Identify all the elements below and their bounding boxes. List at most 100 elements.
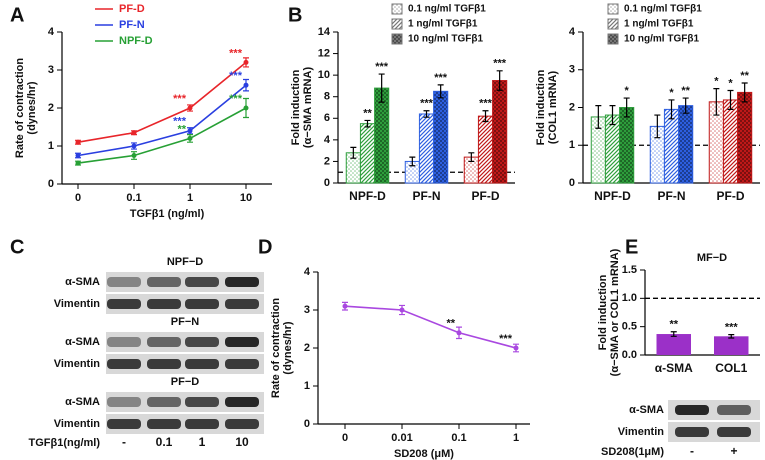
significance-label: *** bbox=[434, 72, 448, 84]
blot-band bbox=[225, 299, 259, 309]
significance-label: * bbox=[669, 87, 674, 99]
blot-band bbox=[107, 359, 141, 369]
data-point bbox=[243, 59, 249, 65]
legend-label: NPF-D bbox=[119, 35, 153, 47]
blot-band bbox=[107, 419, 141, 429]
error-bar bbox=[350, 146, 357, 159]
blot-band bbox=[147, 419, 181, 429]
blot-lane-label: - bbox=[122, 435, 126, 449]
y-tick-label: 0 bbox=[304, 418, 310, 430]
x-tick-label: 0 bbox=[342, 432, 348, 444]
x-axis-label: SD208 (μM) bbox=[394, 448, 454, 460]
y-axis-label: Fold induction bbox=[597, 274, 609, 350]
significance-label: *** bbox=[229, 47, 243, 59]
blot-row-label: α-SMA bbox=[629, 404, 664, 416]
legend-swatch bbox=[607, 3, 619, 15]
bar bbox=[663, 108, 680, 184]
x-tick-label: 0.1 bbox=[126, 192, 141, 204]
significance-label: *** bbox=[229, 70, 243, 82]
x-tick-label: α-SMA bbox=[655, 361, 693, 375]
significance-label: *** bbox=[479, 98, 493, 110]
error-bar bbox=[728, 334, 735, 339]
y-axis-label: Fold induction bbox=[535, 69, 547, 145]
data-point bbox=[399, 307, 405, 313]
blot-band bbox=[107, 397, 141, 407]
blot-band bbox=[225, 277, 259, 287]
significance-label: *** bbox=[229, 93, 243, 105]
y-tick-label: 1 bbox=[569, 139, 575, 151]
data-point bbox=[513, 345, 519, 351]
blot-row-label: Vimentin bbox=[54, 298, 101, 310]
panel-label: E bbox=[625, 236, 638, 258]
data-point bbox=[243, 82, 249, 88]
bar bbox=[737, 91, 753, 184]
x-tick-label: NPF-D bbox=[594, 189, 631, 203]
blot-band bbox=[185, 299, 219, 309]
blot-band bbox=[225, 397, 259, 407]
blot-band bbox=[185, 277, 219, 287]
blot-band bbox=[147, 397, 181, 407]
significance-label: ** bbox=[177, 123, 186, 135]
blot-band bbox=[185, 397, 219, 407]
y-tick-label: 3 bbox=[48, 64, 54, 76]
significance-label: *** bbox=[173, 116, 187, 128]
data-point bbox=[75, 153, 81, 158]
y-tick-label: 3 bbox=[569, 64, 575, 76]
blot-band bbox=[147, 337, 181, 347]
significance-label: ** bbox=[681, 85, 690, 97]
legend-label: 0.1 ng/ml TGFβ1 bbox=[624, 4, 702, 15]
panel-label: A bbox=[10, 4, 24, 26]
blot-band bbox=[185, 419, 219, 429]
y-tick-label: 2 bbox=[304, 342, 310, 354]
legend-label: PF-D bbox=[119, 3, 145, 15]
blot-band bbox=[717, 405, 751, 415]
blot-band bbox=[675, 405, 709, 415]
significance-label: *** bbox=[375, 61, 389, 73]
data-point bbox=[342, 303, 348, 309]
y-tick-label: 2 bbox=[569, 101, 575, 113]
y-tick-label: 4 bbox=[569, 26, 576, 38]
bar bbox=[433, 90, 449, 184]
error-bar bbox=[468, 152, 475, 163]
x-axis-label: TGFβ1 (ng/ml) bbox=[130, 208, 205, 220]
y-tick-label: 6 bbox=[324, 112, 330, 124]
legend-label: 0.1 ng/ml TGFβ1 bbox=[408, 4, 486, 15]
data-line bbox=[344, 305, 517, 349]
blot-lane-label: 1 bbox=[199, 435, 206, 449]
blot-band bbox=[185, 359, 219, 369]
error-bar bbox=[496, 70, 503, 91]
legend-swatch bbox=[391, 33, 403, 45]
error-bar bbox=[682, 97, 689, 114]
blot-band bbox=[147, 359, 181, 369]
blot-treatment-label: SD208(1μM) bbox=[601, 446, 664, 458]
blot-band bbox=[107, 299, 141, 309]
bar bbox=[722, 99, 739, 184]
x-tick-label: 0 bbox=[75, 192, 81, 204]
legend-swatch bbox=[391, 18, 403, 30]
x-tick-label: PF-N bbox=[413, 189, 441, 203]
data-point bbox=[75, 139, 81, 145]
bar bbox=[359, 123, 376, 184]
data-point bbox=[187, 105, 193, 111]
blot-lane-label: 0.1 bbox=[156, 435, 173, 449]
significance-label: * bbox=[714, 76, 719, 88]
error-bar bbox=[595, 105, 602, 129]
bar bbox=[619, 107, 635, 184]
error-bar bbox=[623, 97, 630, 118]
error-bar bbox=[364, 119, 371, 128]
error-bar bbox=[609, 105, 616, 126]
y-axis-label: Rate of contraction bbox=[14, 58, 26, 159]
significance-label: *** bbox=[725, 322, 739, 334]
error-bar bbox=[482, 110, 489, 123]
error-bar bbox=[409, 156, 416, 167]
blot-band bbox=[107, 337, 141, 347]
significance-label: ** bbox=[363, 107, 372, 119]
y-axis-label: (α−SMA or COL1 mRNA) bbox=[609, 248, 621, 376]
legend-label: PF-N bbox=[119, 19, 145, 31]
y-tick-label: 2 bbox=[48, 102, 54, 114]
blot-band bbox=[147, 299, 181, 309]
significance-label: *** bbox=[173, 93, 187, 105]
significance-label: ** bbox=[669, 319, 678, 331]
chart-title: MF−D bbox=[697, 252, 727, 264]
